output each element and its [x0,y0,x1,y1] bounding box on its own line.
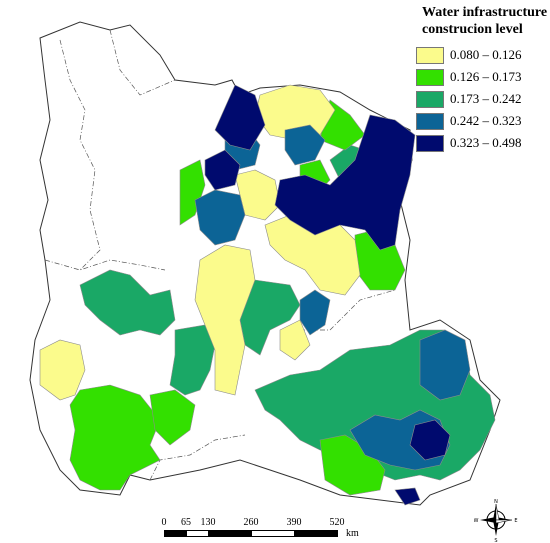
region [69,384,161,491]
north-arrow-icon: N S E W [474,499,518,542]
scale-segment [164,530,187,537]
legend-label: 0.080 – 0.126 [450,47,522,62]
legend-item: 0.242 – 0.323 [416,110,548,132]
legend-swatch [416,134,444,152]
region [409,419,451,461]
region [299,289,331,336]
legend-swatch [416,46,444,64]
region [419,329,471,401]
svg-text:N: N [494,499,498,505]
scale-bar: 0 65 130 260 390 520 km [148,517,359,541]
scale-segment [186,530,209,537]
scale-tick-label: 130 [200,517,216,528]
scale-segment [294,530,338,537]
region [274,114,416,251]
legend-label: 0.323 – 0.498 [450,135,522,150]
region [39,339,86,401]
region [279,319,311,361]
map-legend: Water infrastructure construcion level 0… [416,4,548,154]
scale-tick-label: 520 [329,517,345,528]
region [79,269,176,336]
legend-item: 0.173 – 0.242 [416,88,548,110]
region [194,189,246,246]
region [149,389,196,446]
legend-label: 0.242 – 0.323 [450,113,522,128]
region [284,124,326,166]
legend-swatch [416,112,444,130]
svg-text:W: W [474,518,479,524]
svg-text:E: E [514,518,517,524]
legend-item: 0.126 – 0.173 [416,66,548,88]
legend-swatch [416,68,444,86]
boundary-line [44,259,166,271]
boundary-line [109,29,176,96]
scale-tick-label: 390 [286,517,302,528]
legend-item: 0.323 – 0.498 [416,132,548,154]
legend-swatch [416,90,444,108]
legend-item: 0.080 – 0.126 [416,44,548,66]
boundary-line [59,39,101,271]
scale-segment [251,530,295,537]
region [204,149,241,191]
scale-unit: km [346,528,359,539]
region [214,84,266,151]
scale-tick-label: 260 [243,517,259,528]
region [194,244,256,396]
boundary-line [149,434,246,481]
scale-tick-label: 65 [181,517,191,528]
scale-segment [208,530,252,537]
legend-label: 0.126 – 0.173 [450,69,522,84]
legend-label: 0.173 – 0.242 [450,91,522,106]
svg-text:S: S [494,538,497,542]
region [394,487,421,506]
legend-title: Water infrastructure construcion level [422,5,548,37]
scale-tick-label: 0 [161,517,167,528]
